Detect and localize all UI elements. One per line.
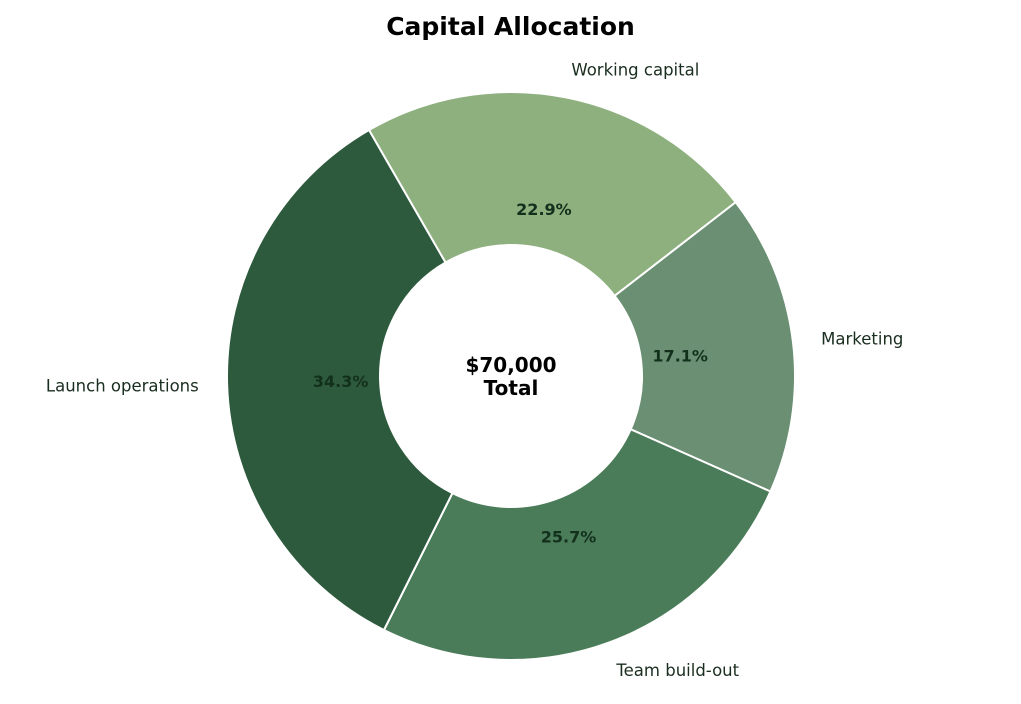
- slice-label: Marketing: [821, 330, 903, 349]
- center-total-label: Total: [484, 376, 539, 400]
- chart-title: Capital Allocation: [386, 12, 635, 41]
- slice-team-build-out: [382, 427, 772, 661]
- slice-working-capital: [367, 91, 738, 298]
- slice-percent-label: 22.9%: [516, 200, 572, 219]
- slice-label: Launch operations: [46, 376, 199, 395]
- slice-label: Team build-out: [615, 661, 739, 680]
- slice-percent-label: 17.1%: [652, 347, 708, 366]
- slice-launch-operations: [226, 128, 454, 632]
- slice-percent-label: 25.7%: [541, 527, 597, 546]
- center-total-value: $70,000: [465, 353, 556, 377]
- slice-marketing: [613, 200, 796, 493]
- slice-percent-label: 34.3%: [313, 372, 369, 391]
- slice-label: Working capital: [571, 60, 699, 79]
